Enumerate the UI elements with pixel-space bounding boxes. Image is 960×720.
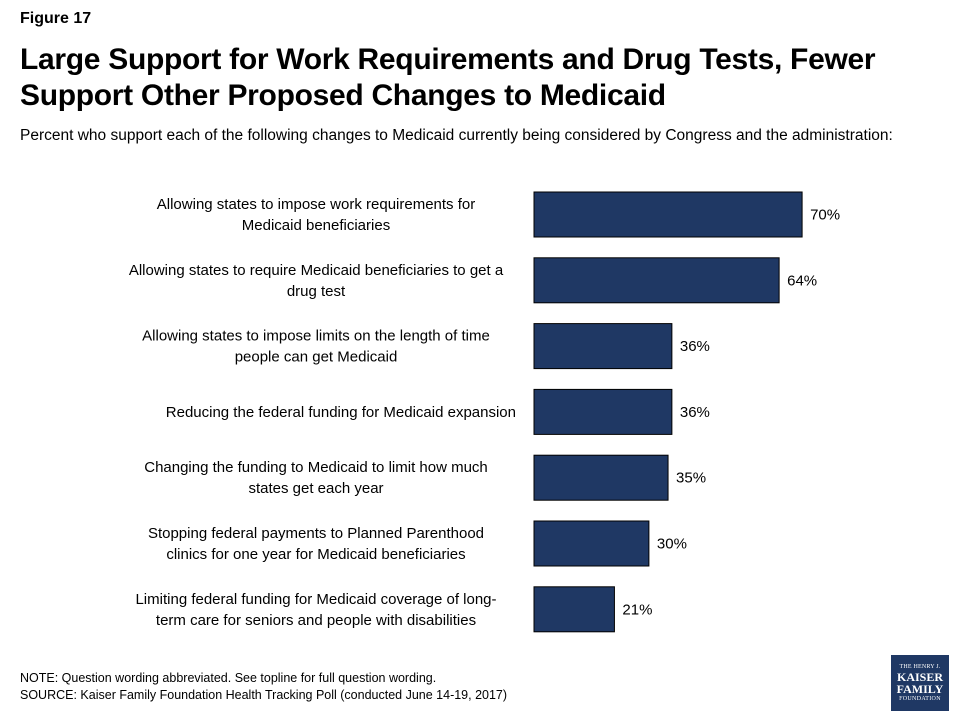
- bar-7: [533, 586, 615, 633]
- category-label-line: Medicaid beneficiaries: [242, 217, 390, 234]
- figure-label: Figure 17: [20, 10, 92, 27]
- chart-subtitle: Percent who support each of the followin…: [20, 127, 893, 144]
- category-label-5: Changing the funding to Medicaid to limi…: [144, 459, 488, 497]
- value-label-4: 36%: [680, 404, 710, 421]
- bar-4: [533, 388, 673, 435]
- category-label-7: Limiting federal funding for Medicaid co…: [135, 591, 496, 629]
- chart-title: Large Support for Work Requirements and …: [20, 43, 876, 112]
- bar-6: [533, 520, 650, 567]
- bar-1: [533, 191, 803, 238]
- bar-3: [533, 323, 673, 370]
- category-label-4: Reducing the federal funding for Medicai…: [166, 404, 516, 421]
- value-label-3: 36%: [680, 338, 710, 355]
- category-label-line: Allowing states to require Medicaid bene…: [129, 262, 504, 279]
- value-label-2: 64%: [787, 272, 817, 289]
- value-label-7: 21%: [622, 601, 652, 618]
- category-label-line: drug test: [287, 283, 346, 300]
- logo-line-3: FAMILY: [896, 682, 944, 696]
- category-label-1: Allowing states to impose work requireme…: [157, 196, 475, 234]
- note-text: NOTE: Question wording abbreviated. See …: [20, 671, 437, 685]
- bar-5: [533, 454, 669, 501]
- category-label-3: Allowing states to impose limits on the …: [142, 328, 490, 366]
- category-label-line: clinics for one year for Medicaid benefi…: [166, 546, 465, 563]
- logo-line-1: THE HENRY J.: [899, 664, 941, 670]
- value-label-6: 30%: [657, 536, 687, 553]
- category-label-6: Stopping federal payments to Planned Par…: [148, 525, 484, 563]
- value-label-5: 35%: [676, 470, 706, 487]
- category-label-line: Allowing states to impose limits on the …: [142, 328, 490, 345]
- category-label-line: people can get Medicaid: [235, 349, 398, 366]
- category-label-line: Allowing states to impose work requireme…: [157, 196, 475, 213]
- category-label-line: Changing the funding to Medicaid to limi…: [144, 459, 488, 476]
- footnotes: NOTE: Question wording abbreviated. See …: [20, 670, 507, 704]
- bar-2: [533, 257, 780, 304]
- value-label-1: 70%: [810, 207, 840, 224]
- category-label-line: Limiting federal funding for Medicaid co…: [135, 591, 496, 608]
- category-label-line: states get each year: [248, 480, 383, 497]
- logo-line-4: FOUNDATION: [899, 696, 941, 702]
- logo-line-2: KAISER: [896, 670, 943, 684]
- category-label-line: Reducing the federal funding for Medicai…: [166, 404, 516, 421]
- source-text: SOURCE: Kaiser Family Foundation Health …: [20, 688, 508, 702]
- category-label-2: Allowing states to require Medicaid bene…: [129, 262, 504, 300]
- kff-logo: THE HENRY J. KAISER FAMILY FOUNDATION: [891, 655, 949, 711]
- category-label-line: term care for seniors and people with di…: [156, 612, 476, 629]
- category-label-line: Stopping federal payments to Planned Par…: [148, 525, 484, 542]
